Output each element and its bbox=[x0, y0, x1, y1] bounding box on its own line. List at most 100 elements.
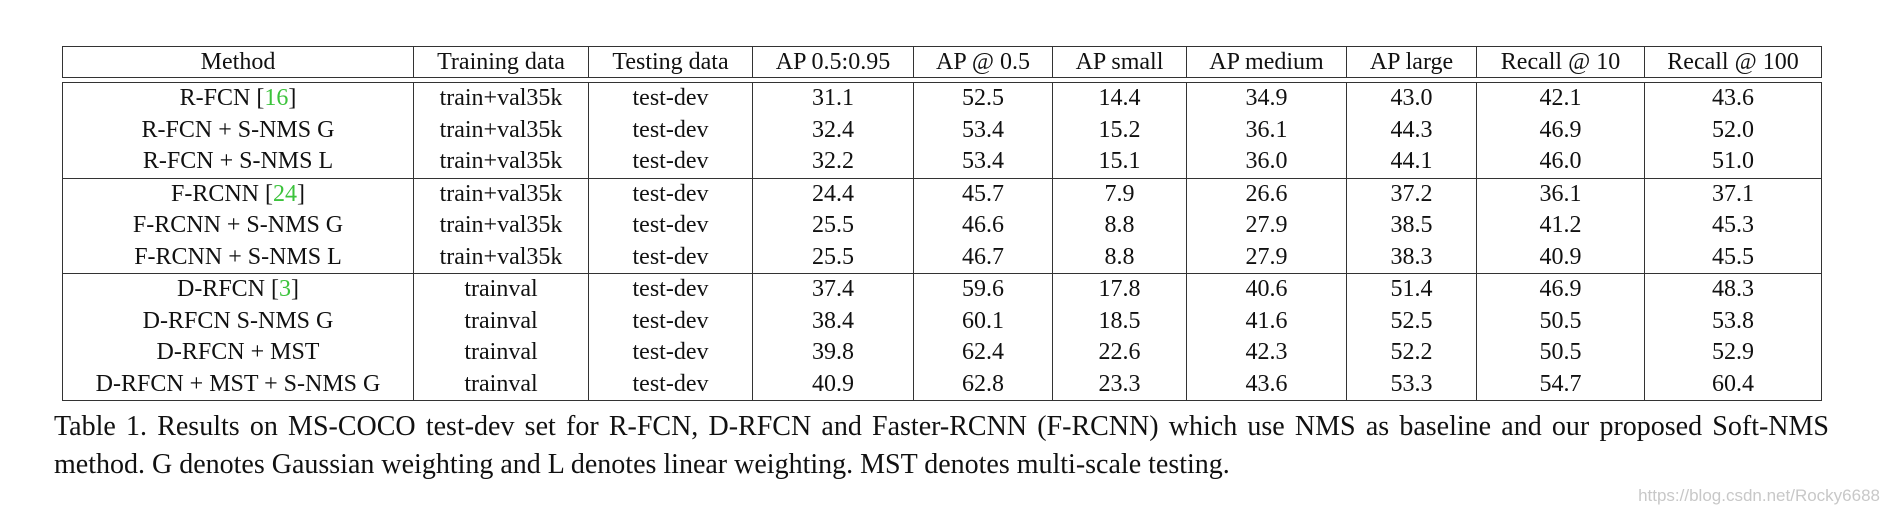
table-body: R-FCN [16] train+val35k test-dev 31.1 52.5 14… bbox=[62, 82, 1822, 401]
method-cell: R-FCN + S-NMS G bbox=[62, 114, 414, 146]
data-cell: test-dev bbox=[588, 114, 753, 146]
metric-cell: 53.4 bbox=[913, 114, 1053, 146]
metric-cell: 62.8 bbox=[913, 368, 1053, 401]
column-header: AP medium bbox=[1186, 46, 1347, 78]
data-cell: train+val35k bbox=[413, 146, 589, 179]
metric-cell: 51.0 bbox=[1644, 146, 1822, 179]
metric-cell: 46.9 bbox=[1476, 273, 1645, 306]
metric-cell: 18.5 bbox=[1052, 305, 1187, 337]
data-cell: test-dev bbox=[588, 177, 753, 210]
metric-cell: 45.7 bbox=[913, 177, 1053, 210]
row-group: R-FCN [16] train+val35k test-dev 31.1 52.5 14… bbox=[62, 82, 1822, 179]
metric-cell: 50.5 bbox=[1476, 337, 1645, 369]
metric-cell: 32.4 bbox=[752, 114, 914, 146]
metric-cell: 46.7 bbox=[913, 241, 1053, 274]
citation: [16] bbox=[256, 85, 297, 112]
method-name: F-RCNN + S-NMS G bbox=[132, 212, 344, 239]
data-cell: test-dev bbox=[588, 273, 753, 306]
data-cell: test-dev bbox=[588, 146, 753, 179]
column-header: AP @ 0.5 bbox=[913, 46, 1053, 78]
metric-cell: 26.6 bbox=[1186, 177, 1347, 210]
metric-cell: 22.6 bbox=[1052, 337, 1187, 369]
table-row: F-RCNN + S-NMS G train+val35k test-dev 25.5… bbox=[62, 210, 1822, 242]
metric-cell: 27.9 bbox=[1186, 241, 1347, 274]
metric-cell: 59.6 bbox=[913, 273, 1053, 306]
metric-cell: 40.9 bbox=[1476, 241, 1645, 274]
method-cell: D-RFCN + MST + S-NMS G bbox=[62, 368, 414, 401]
method-name: F-RCNN bbox=[170, 180, 260, 207]
method-cell: R-FCN [16] bbox=[62, 82, 414, 115]
metric-cell: 52.5 bbox=[1346, 305, 1477, 337]
metric-cell: 24.4 bbox=[752, 177, 914, 210]
method-name: D-RFCN bbox=[176, 276, 266, 303]
metric-cell: 36.0 bbox=[1186, 146, 1347, 179]
metric-cell: 41.6 bbox=[1186, 305, 1347, 337]
method-cell: F-RCNN [24] bbox=[62, 177, 414, 210]
metric-cell: 54.7 bbox=[1476, 368, 1645, 401]
row-group: F-RCNN [24] train+val35k test-dev 24.4 45.7 7… bbox=[62, 177, 1822, 274]
data-cell: test-dev bbox=[588, 368, 753, 401]
row-group: D-RFCN [3] trainval test-dev 37.4 59.6 17.8 40… bbox=[62, 273, 1822, 401]
metric-cell: 46.0 bbox=[1476, 146, 1645, 179]
method-name: F-RCNN + S-NMS L bbox=[134, 243, 342, 270]
metric-cell: 44.1 bbox=[1346, 146, 1477, 179]
column-header: Recall @ 10 bbox=[1476, 46, 1645, 78]
citation: [24] bbox=[265, 180, 306, 207]
metric-cell: 51.4 bbox=[1346, 273, 1477, 306]
metric-cell: 53.3 bbox=[1346, 368, 1477, 401]
metric-cell: 37.1 bbox=[1644, 177, 1822, 210]
column-header: Training data bbox=[413, 46, 589, 78]
data-cell: trainval bbox=[413, 337, 589, 369]
column-header: AP 0.5:0.95 bbox=[752, 46, 914, 78]
table-row: F-RCNN [24] train+val35k test-dev 24.4 45.7 7… bbox=[62, 177, 1822, 210]
method-name: R-FCN + S-NMS G bbox=[141, 116, 335, 143]
table-row: F-RCNN + S-NMS L train+val35k test-dev 25.5… bbox=[62, 241, 1822, 274]
data-cell: test-dev bbox=[588, 82, 753, 115]
metric-cell: 36.1 bbox=[1186, 114, 1347, 146]
metric-cell: 36.1 bbox=[1476, 177, 1645, 210]
metric-cell: 25.5 bbox=[752, 241, 914, 274]
table-row: D-RFCN [3] trainval test-dev 37.4 59.6 17.8 40… bbox=[62, 273, 1822, 306]
metric-cell: 52.5 bbox=[913, 82, 1053, 115]
column-header: AP large bbox=[1346, 46, 1477, 78]
metric-cell: 53.8 bbox=[1644, 305, 1822, 337]
data-cell: trainval bbox=[413, 305, 589, 337]
metric-cell: 23.3 bbox=[1052, 368, 1187, 401]
data-cell: trainval bbox=[413, 368, 589, 401]
method-cell: D-RFCN [3] bbox=[62, 273, 414, 306]
metric-cell: 37.2 bbox=[1346, 177, 1477, 210]
metric-cell: 43.6 bbox=[1644, 82, 1822, 115]
table-row: D-RFCN + MST + S-NMS G trainval test-dev 40… bbox=[62, 368, 1822, 401]
metric-cell: 43.6 bbox=[1186, 368, 1347, 401]
column-header: Recall @ 100 bbox=[1644, 46, 1822, 78]
metric-cell: 38.5 bbox=[1346, 210, 1477, 242]
watermark: https://blog.csdn.net/Rocky6688 bbox=[1638, 486, 1880, 505]
metric-cell: 17.8 bbox=[1052, 273, 1187, 306]
metric-cell: 15.1 bbox=[1052, 146, 1187, 179]
data-cell: train+val35k bbox=[413, 177, 589, 210]
method-name: D-RFCN + MST bbox=[156, 339, 320, 366]
metric-cell: 39.8 bbox=[752, 337, 914, 369]
metric-cell: 45.5 bbox=[1644, 241, 1822, 274]
method-name: D-RFCN S-NMS G bbox=[142, 307, 334, 334]
table-row: D-RFCN + MST trainval test-dev 39.8 62.4 22.6… bbox=[62, 337, 1822, 369]
metric-cell: 45.3 bbox=[1644, 210, 1822, 242]
metric-cell: 37.4 bbox=[752, 273, 914, 306]
column-header: Method bbox=[62, 46, 414, 78]
metric-cell: 52.0 bbox=[1644, 114, 1822, 146]
metric-cell: 27.9 bbox=[1186, 210, 1347, 242]
data-cell: test-dev bbox=[588, 241, 753, 274]
metric-cell: 60.1 bbox=[913, 305, 1053, 337]
metric-cell: 44.3 bbox=[1346, 114, 1477, 146]
metric-cell: 42.1 bbox=[1476, 82, 1645, 115]
metric-cell: 14.4 bbox=[1052, 82, 1187, 115]
column-header: Testing data bbox=[588, 46, 753, 78]
metric-cell: 40.9 bbox=[752, 368, 914, 401]
metric-cell: 62.4 bbox=[913, 337, 1053, 369]
metric-cell: 43.0 bbox=[1346, 82, 1477, 115]
data-cell: trainval bbox=[413, 273, 589, 306]
metric-cell: 15.2 bbox=[1052, 114, 1187, 146]
table-row: R-FCN [16] train+val35k test-dev 31.1 52.5 14… bbox=[62, 82, 1822, 115]
data-cell: test-dev bbox=[588, 210, 753, 242]
